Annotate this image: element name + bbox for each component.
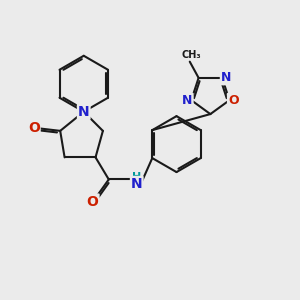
- Text: H: H: [132, 172, 141, 182]
- Text: N: N: [182, 94, 193, 107]
- Text: O: O: [28, 121, 40, 135]
- Text: O: O: [87, 194, 98, 208]
- Text: N: N: [131, 177, 142, 191]
- Text: CH₃: CH₃: [182, 50, 201, 60]
- Text: O: O: [228, 94, 238, 107]
- Text: N: N: [78, 105, 90, 119]
- Text: N: N: [221, 71, 231, 84]
